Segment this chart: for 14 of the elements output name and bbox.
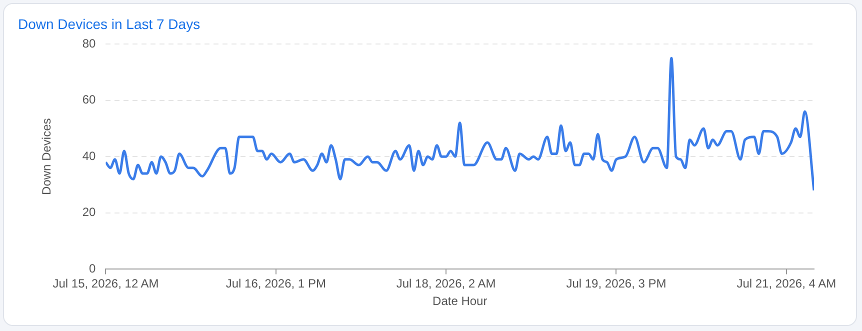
y-axis-title: Down Devices (40, 118, 54, 195)
line-series (106, 56, 814, 192)
y-tick-label: 0 (89, 262, 96, 276)
x-tick-label: Jul 19, 2026, 3 PM (566, 276, 666, 291)
x-tick-label: Jul 21, 2026, 4 AM (736, 276, 836, 291)
y-tick-label: 60 (82, 92, 96, 107)
x-tick-label: Jul 16, 2026, 1 PM (226, 276, 326, 291)
x-tick-label: Jul 18, 2026, 2 AM (396, 276, 496, 291)
y-tick-label: 80 (82, 36, 96, 50)
x-tick-label: Jul 15, 2026, 12 AM (52, 276, 159, 291)
y-tick-label: 20 (82, 205, 96, 220)
x-axis-title: Date Hour (432, 294, 488, 308)
y-tick-label: 40 (82, 148, 96, 163)
chart-title: Down Devices in Last 7 Days (18, 16, 200, 32)
